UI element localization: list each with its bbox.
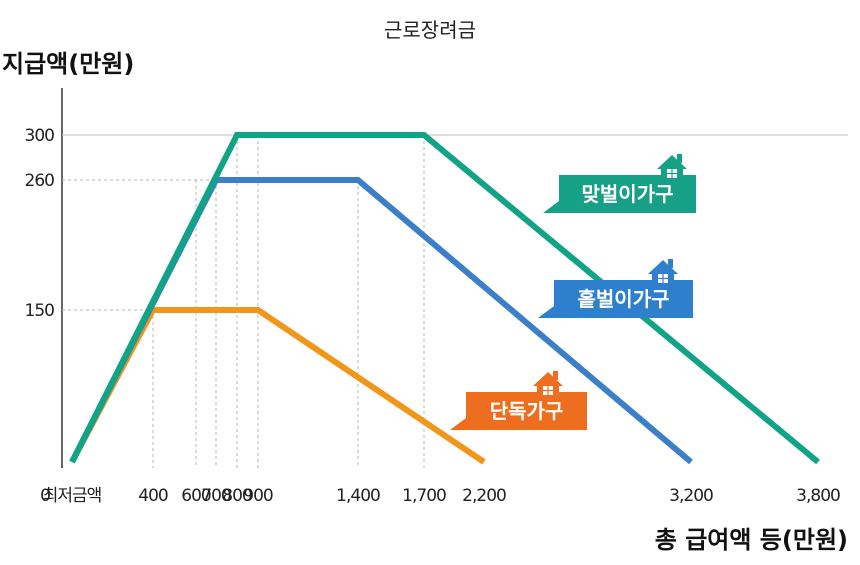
x-tick-label: 2,200 — [462, 486, 506, 506]
series-line — [69, 132, 820, 465]
legend-tag-label: 홑벌이가구 — [578, 287, 670, 311]
x-tick-label: 3,200 — [669, 486, 713, 506]
x-axis-label: 총 급여액 등(만원) — [654, 526, 848, 554]
series-line — [69, 307, 486, 465]
x-tick-label: 최저금액 — [43, 486, 102, 506]
x-tick-label: 900 — [243, 486, 273, 506]
x-tick-label: 700 — [201, 486, 231, 506]
x-tick-label: 1,700 — [402, 486, 446, 506]
x-tick-label: 400 — [138, 486, 168, 506]
legend-tag-label: 맞벌이가구 — [582, 182, 674, 206]
y-tick-label: 300 — [25, 126, 55, 146]
legend-tag — [543, 175, 696, 213]
house-chimney — [553, 371, 558, 380]
house-chimney — [677, 154, 682, 163]
chart-title: 근로장려금 — [384, 18, 476, 42]
y-axis-label: 지급액(만원) — [2, 50, 135, 78]
x-tick-label: 3,800 — [796, 486, 840, 506]
series-line — [69, 177, 693, 465]
x-tick-label: 800 — [222, 486, 252, 506]
legend-tag — [450, 392, 587, 430]
y-tick-label: 260 — [25, 171, 55, 191]
legend-tag-label: 단독가구 — [490, 399, 564, 423]
legend-tag — [538, 280, 693, 318]
y-tick-label: 150 — [25, 301, 55, 321]
x-tick-label: 0 — [40, 486, 50, 506]
x-tick-label: 1,400 — [336, 486, 380, 506]
house-chimney — [668, 259, 673, 268]
x-tick-label: 600 — [181, 486, 211, 506]
